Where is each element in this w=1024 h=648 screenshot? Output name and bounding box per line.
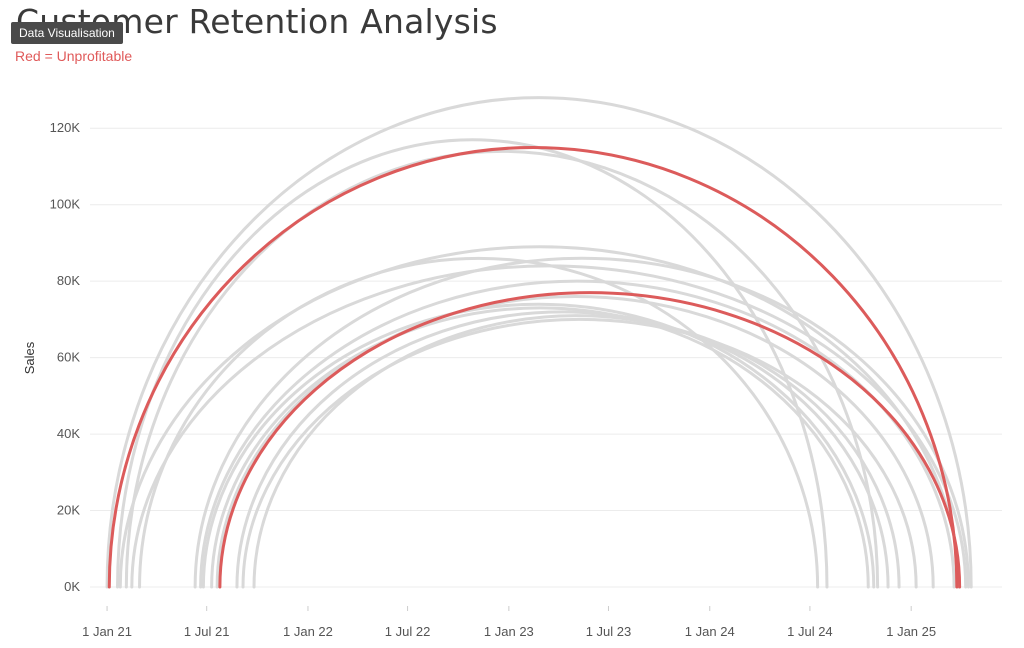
profitable-customer-arc[interactable] (130, 264, 968, 589)
x-tick-label: 1 Jul 23 (586, 624, 632, 639)
profitable-customer-arc[interactable] (235, 310, 890, 589)
profitable-customer-arc[interactable] (138, 256, 820, 589)
profitable-customer-arc[interactable] (105, 96, 973, 589)
x-tick-label: 1 Jul 21 (184, 624, 230, 639)
x-tick-label: 1 Jul 22 (385, 624, 431, 639)
unprofitable-customer-arc[interactable] (218, 291, 962, 589)
x-tick-label: 1 Jul 24 (787, 624, 833, 639)
profitable-customer-arc[interactable] (252, 314, 901, 589)
x-tick-label: 1 Jan 24 (685, 624, 735, 639)
y-tick-label: 0K (64, 579, 80, 594)
x-tick-label: 1 Jan 23 (484, 624, 534, 639)
unprofitable-arcs (107, 145, 962, 589)
x-tick-label: 1 Jan 22 (283, 624, 333, 639)
y-axis-label: Sales (22, 341, 37, 374)
y-tick-label: 20K (57, 503, 80, 518)
x-tick-label: 1 Jan 21 (82, 624, 132, 639)
y-tick-label: 120K (50, 120, 81, 135)
y-tick-label: 80K (57, 273, 80, 288)
y-tick-label: 60K (57, 350, 80, 365)
page-subtitle: Red = Unprofitable (15, 48, 133, 64)
y-axis-ticks: 0K 20K 40K 60K 80K 100K 120K (50, 120, 81, 594)
tooltip: Data Visualisation (11, 22, 123, 44)
profitable-customer-arc[interactable] (241, 317, 918, 589)
y-tick-label: 40K (57, 426, 80, 441)
unprofitable-customer-arc[interactable] (107, 145, 959, 589)
profitable-customer-arc[interactable] (199, 279, 956, 589)
profitable-customer-arc[interactable] (201, 302, 876, 589)
profitable-arcs (105, 96, 973, 589)
x-axis-ticks: 1 Jan 21 1 Jul 21 1 Jan 22 1 Jul 22 1 Jan 23… (82, 606, 936, 639)
profitable-customer-arc[interactable] (124, 150, 880, 589)
profitable-customer-arc[interactable] (210, 306, 870, 589)
profitable-customer-arc[interactable] (215, 294, 935, 589)
x-tick-label: 1 Jan 25 (886, 624, 936, 639)
profitable-customer-arc[interactable] (193, 257, 970, 589)
y-tick-label: 100K (50, 197, 81, 212)
